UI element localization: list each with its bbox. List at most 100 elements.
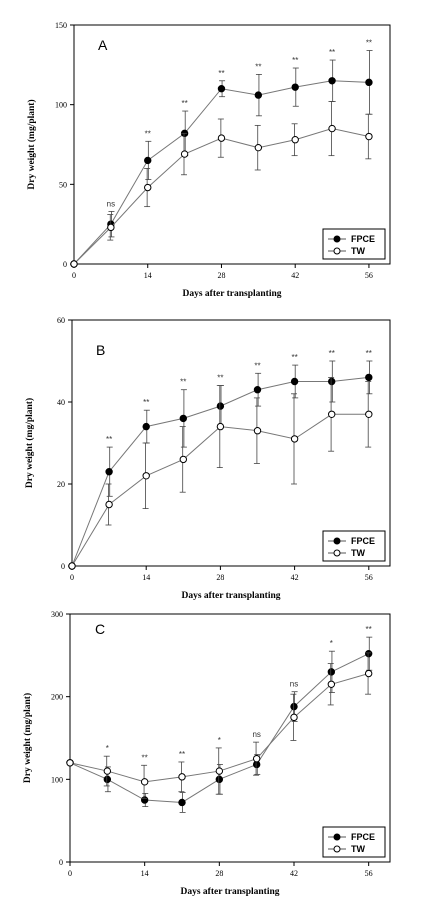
data-point <box>66 759 74 767</box>
significance-label: ** <box>180 378 186 387</box>
legend-box <box>322 530 386 562</box>
x-tick-label: 28 <box>215 869 223 878</box>
legend-marker <box>333 833 341 841</box>
legend: FPCE TW <box>322 826 386 858</box>
data-point <box>180 150 189 158</box>
data-point <box>328 77 336 85</box>
x-tick-label: 14 <box>144 271 152 280</box>
significance-label: ** <box>143 398 149 407</box>
y-tick-label: 0 <box>61 562 65 571</box>
x-tick-label: 42 <box>290 869 298 878</box>
y-tick-label: 60 <box>57 316 65 325</box>
data-point <box>217 134 226 142</box>
data-point <box>252 754 261 763</box>
legend-label: TW <box>351 844 365 854</box>
legend-box <box>322 826 386 858</box>
data-point <box>290 435 299 443</box>
y-tick-label: 50 <box>59 180 67 189</box>
data-point <box>105 500 113 509</box>
data-point <box>105 468 113 476</box>
x-axis-title: Days after transplanting <box>181 591 280 601</box>
legend-label: TW <box>351 548 365 558</box>
series-fpce <box>70 50 373 268</box>
data-point <box>140 796 149 804</box>
series-fpce <box>66 636 373 813</box>
legend-label: FPCE <box>351 536 375 546</box>
data-point <box>291 136 299 144</box>
significance-label: ** <box>329 48 335 57</box>
significance-label: ** <box>142 753 148 762</box>
y-axis-title: Dry weight (mg/plant) <box>22 693 33 783</box>
x-tick-label: 42 <box>291 573 299 582</box>
data-point <box>178 798 186 807</box>
x-tick-label: 0 <box>72 271 76 280</box>
y-axis-title: Dry weight (mg/plant) <box>26 99 37 189</box>
x-tick-label: 0 <box>68 869 72 878</box>
y-axis-title: Dry weight (mg/plant) <box>24 398 35 488</box>
significance-label: ** <box>366 625 372 634</box>
significance-label: ** <box>106 435 112 444</box>
data-point <box>68 562 76 570</box>
y-tick-label: 20 <box>57 480 65 489</box>
panel-label: A <box>98 37 108 53</box>
significance-label: * <box>218 736 221 745</box>
panel-label: C <box>95 621 105 637</box>
chart-panel-b: 0 14 28 42 56 0 20 40 60 Days after transplanting… <box>24 316 391 601</box>
data-point <box>179 414 188 423</box>
panel-label: B <box>96 342 105 358</box>
significance-label: ** <box>218 69 224 78</box>
data-point <box>142 472 150 480</box>
data-point <box>254 143 263 152</box>
data-point <box>107 223 115 232</box>
x-tick-label: 14 <box>141 869 149 878</box>
x-tick-label: 14 <box>142 573 150 582</box>
legend-box <box>322 228 386 260</box>
x-tick-label: 42 <box>291 271 299 280</box>
x-tick-label: 28 <box>217 271 225 280</box>
series-tw <box>68 376 373 570</box>
data-point <box>144 156 152 165</box>
data-point <box>328 377 336 386</box>
legend-marker <box>333 235 341 243</box>
y-tick-label: 300 <box>51 610 63 619</box>
data-point <box>327 668 336 676</box>
y-tick-label: 0 <box>59 858 63 867</box>
significance-label: ** <box>255 62 261 71</box>
x-tick-label: 0 <box>70 573 74 582</box>
data-point <box>144 183 152 192</box>
x-axis-title: Days after transplanting <box>182 289 281 299</box>
x-axis-title: Days after transplanting <box>180 887 279 897</box>
data-point <box>140 778 149 786</box>
significance-label: ns <box>107 199 115 208</box>
significance-label: ns <box>290 680 298 689</box>
data-point <box>103 767 112 775</box>
legend-marker <box>333 845 341 853</box>
data-point <box>253 386 262 394</box>
data-point <box>103 775 112 784</box>
significance-label: ns <box>252 730 260 739</box>
legend-marker <box>333 537 341 545</box>
data-point <box>365 78 373 87</box>
series-line <box>69 673 369 783</box>
data-point <box>253 427 262 435</box>
legend-label: FPCE <box>351 234 375 244</box>
data-point <box>364 669 373 678</box>
series-tw <box>70 101 373 268</box>
chart-panel-c: 0 14 28 42 56 0 100 200 300 Days after transplant… <box>22 610 391 897</box>
significance-label: * <box>330 639 333 648</box>
data-point <box>215 775 224 784</box>
data-point <box>290 377 299 386</box>
y-tick-label: 200 <box>51 693 63 702</box>
data-point <box>216 422 225 431</box>
significance-label: ** <box>329 349 335 358</box>
significance-label: ** <box>366 38 372 47</box>
significance-label: ** <box>292 56 298 65</box>
legend: FPCE TW <box>322 530 386 562</box>
data-point <box>216 402 225 410</box>
plot-frame <box>71 319 391 567</box>
y-tick-label: 150 <box>55 21 67 30</box>
series-tw <box>66 652 373 799</box>
data-point <box>178 773 186 781</box>
data-point <box>327 680 336 688</box>
